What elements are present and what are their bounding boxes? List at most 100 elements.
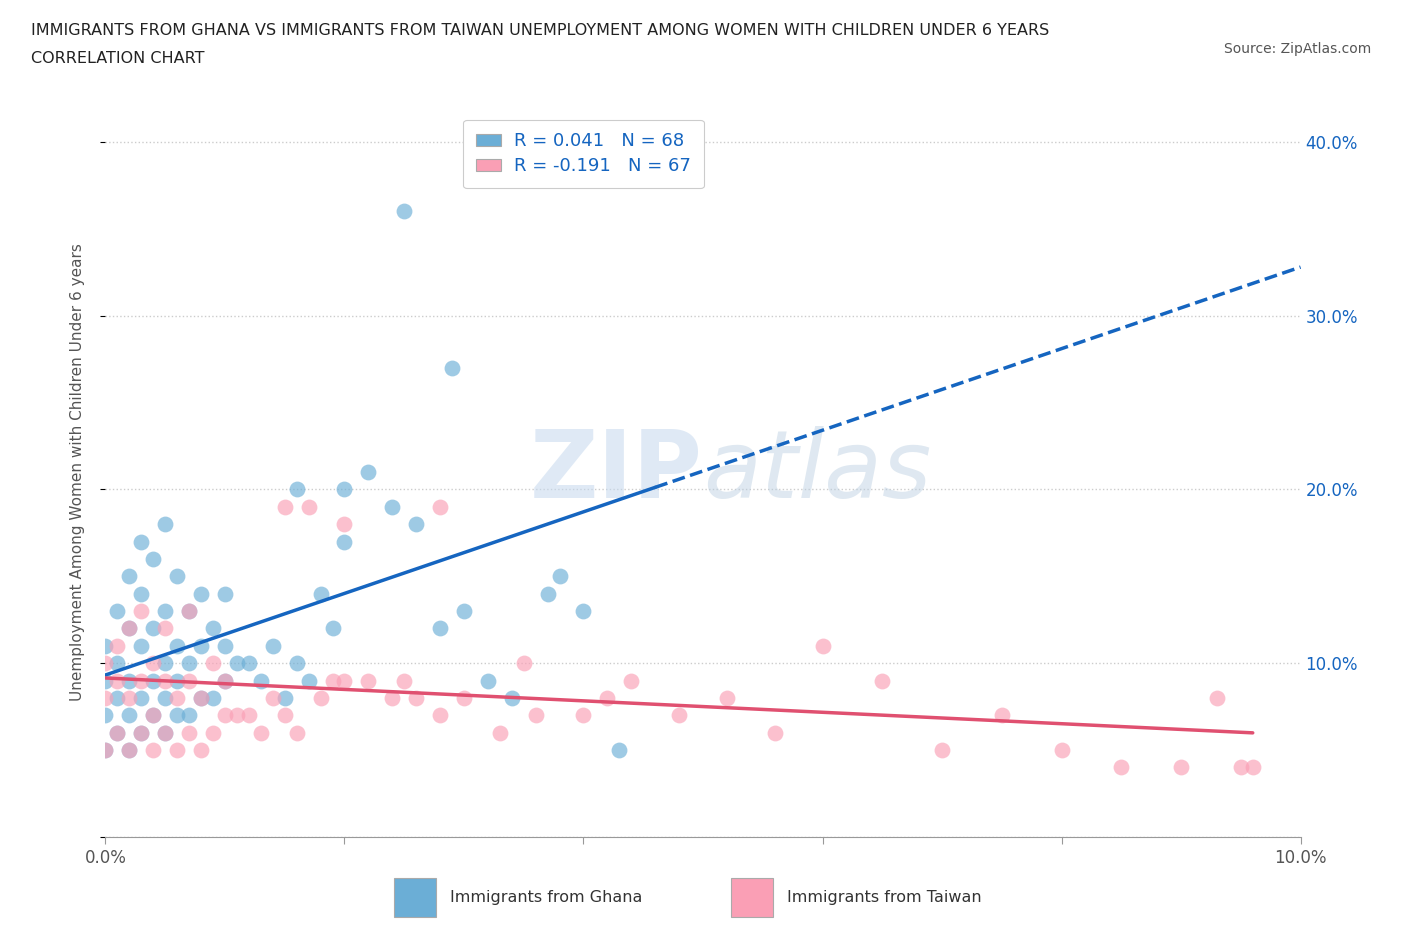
Point: [262, 638, 284, 653]
Point: [333, 517, 356, 532]
Point: [155, 725, 177, 740]
Point: [381, 499, 404, 514]
Text: Immigrants from Taiwan: Immigrants from Taiwan: [787, 890, 981, 905]
Point: [453, 690, 475, 705]
Point: [285, 725, 308, 740]
Point: [285, 656, 308, 671]
Point: [1229, 760, 1253, 775]
Point: [214, 638, 236, 653]
Point: [990, 708, 1012, 723]
Point: [177, 656, 201, 671]
Point: [94, 690, 117, 705]
Point: [129, 673, 153, 688]
Point: [166, 638, 188, 653]
Point: [607, 743, 630, 758]
Point: [238, 708, 260, 723]
Point: [214, 673, 236, 688]
Point: [596, 690, 619, 705]
Point: [129, 725, 153, 740]
Point: [177, 673, 201, 688]
Point: [381, 690, 404, 705]
Point: [190, 586, 212, 601]
Point: [273, 499, 295, 514]
Point: [548, 569, 571, 584]
Point: [129, 534, 153, 549]
Point: [225, 708, 249, 723]
Point: [477, 673, 499, 688]
Point: [166, 743, 188, 758]
Point: [298, 673, 321, 688]
Point: [129, 690, 153, 705]
Point: [309, 690, 332, 705]
Point: [394, 204, 416, 219]
Point: [107, 725, 129, 740]
Text: atlas: atlas: [703, 427, 931, 517]
Point: [202, 690, 225, 705]
Point: [155, 725, 177, 740]
Point: [429, 621, 451, 636]
Point: [1050, 743, 1073, 758]
Point: [190, 690, 212, 705]
Point: [285, 482, 308, 497]
Point: [214, 708, 236, 723]
Point: [453, 604, 475, 618]
Point: [107, 656, 129, 671]
Legend: R = 0.041   N = 68, R = -0.191   N = 67: R = 0.041 N = 68, R = -0.191 N = 67: [464, 120, 703, 188]
Point: [250, 725, 273, 740]
Point: [309, 586, 332, 601]
Text: IMMIGRANTS FROM GHANA VS IMMIGRANTS FROM TAIWAN UNEMPLOYMENT AMONG WOMEN WITH CH: IMMIGRANTS FROM GHANA VS IMMIGRANTS FROM…: [31, 23, 1049, 38]
Point: [1111, 760, 1133, 775]
Point: [250, 673, 273, 688]
Point: [429, 499, 451, 514]
Point: [225, 656, 249, 671]
Point: [177, 604, 201, 618]
Point: [118, 621, 141, 636]
Text: Immigrants from Ghana: Immigrants from Ghana: [450, 890, 643, 905]
Point: [273, 690, 295, 705]
Point: [716, 690, 738, 705]
Point: [118, 708, 141, 723]
Point: [155, 621, 177, 636]
Point: [190, 743, 212, 758]
Point: [94, 673, 117, 688]
Point: [107, 604, 129, 618]
Point: [166, 690, 188, 705]
Point: [107, 673, 129, 688]
Point: [166, 673, 188, 688]
Text: ZIP: ZIP: [530, 426, 703, 518]
Text: Source: ZipAtlas.com: Source: ZipAtlas.com: [1223, 42, 1371, 56]
Point: [142, 656, 165, 671]
Point: [129, 638, 153, 653]
Point: [620, 673, 643, 688]
Point: [644, 169, 666, 184]
Point: [142, 708, 165, 723]
Point: [107, 725, 129, 740]
Point: [155, 517, 177, 532]
Point: [177, 604, 201, 618]
Point: [202, 725, 225, 740]
Point: [142, 708, 165, 723]
Point: [190, 690, 212, 705]
Point: [262, 690, 284, 705]
Point: [357, 673, 380, 688]
Point: [572, 604, 595, 618]
Point: [872, 673, 894, 688]
Point: [118, 690, 141, 705]
Point: [118, 743, 141, 758]
Point: [107, 690, 129, 705]
Point: [94, 743, 117, 758]
Point: [155, 690, 177, 705]
Point: [155, 656, 177, 671]
Point: [333, 673, 356, 688]
Point: [155, 673, 177, 688]
Point: [118, 673, 141, 688]
Point: [94, 743, 117, 758]
Point: [129, 725, 153, 740]
Point: [536, 586, 558, 601]
Point: [298, 499, 321, 514]
Point: [572, 708, 595, 723]
Point: [394, 673, 416, 688]
Point: [166, 708, 188, 723]
Point: [1170, 760, 1192, 775]
Point: [441, 360, 464, 375]
